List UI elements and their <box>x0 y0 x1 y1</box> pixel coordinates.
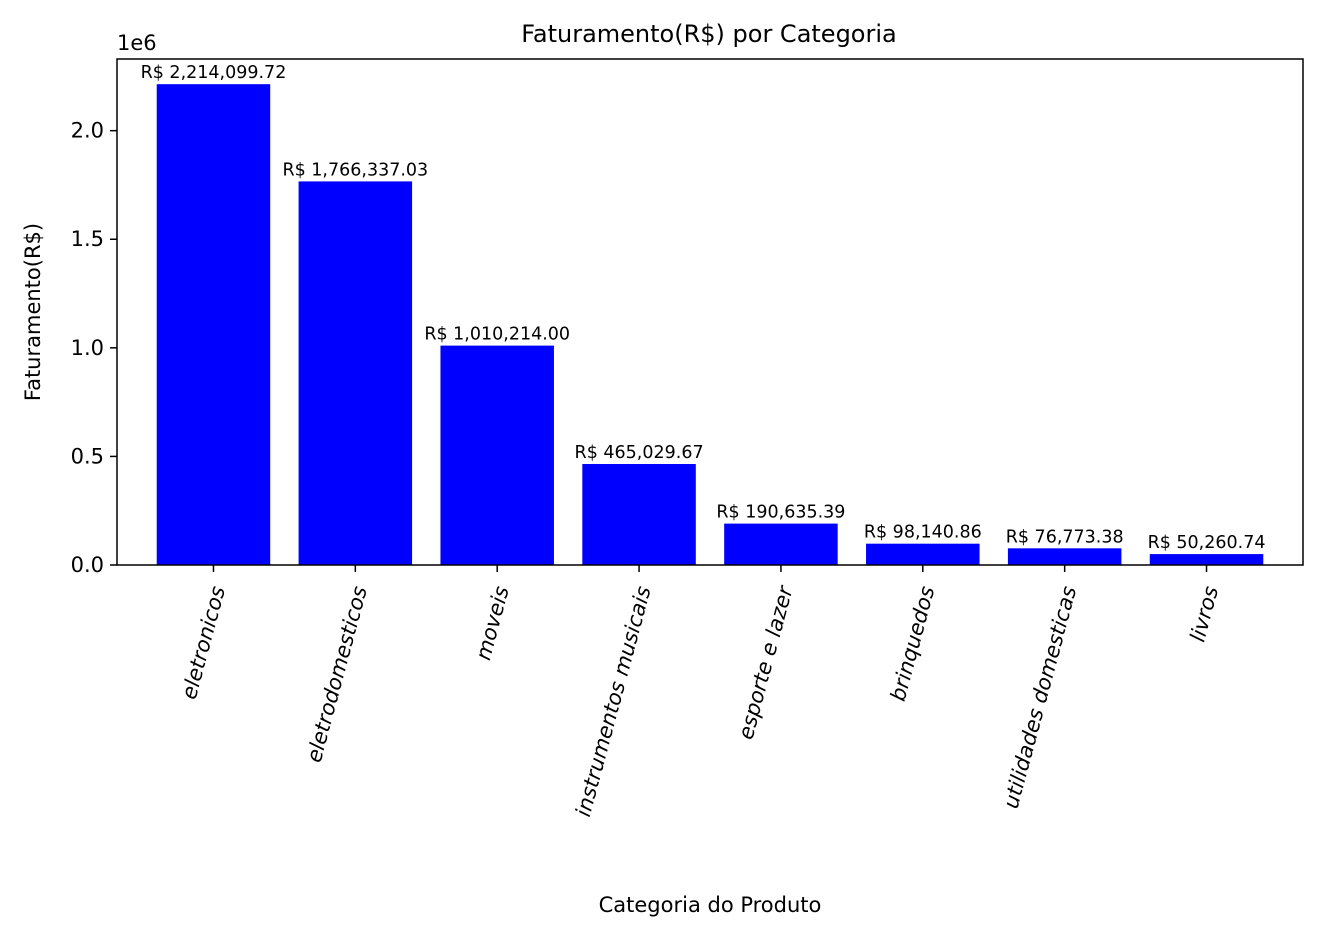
bar-esporte-e-lazer <box>724 523 838 565</box>
bars-layer <box>156 84 1264 565</box>
y-axis-title: Faturamento(R$) <box>21 223 45 401</box>
data-label: R$ 190,635.39 <box>716 503 845 523</box>
plot-frame <box>116 58 1304 566</box>
data-label: R$ 1,010,214.00 <box>424 325 570 345</box>
x-tick-label: utilidades domesticas <box>999 584 1081 811</box>
data-label: R$ 98,140.86 <box>864 523 982 543</box>
bar-moveis <box>440 345 554 565</box>
data-label: R$ 1,766,337.03 <box>282 160 428 180</box>
x-tick-label: brinquedos <box>886 584 940 704</box>
chart-title: Faturamento(R$) por Categoria <box>521 20 896 48</box>
bar-utilidades-domesticas <box>1007 548 1122 565</box>
x-tick-label: esporte e lazer <box>734 582 798 742</box>
x-tick-label: moveis <box>471 584 514 663</box>
x-tick-label: instrumentos musicais <box>571 584 656 820</box>
bar-brinquedos <box>866 543 980 565</box>
data-label: R$ 76,773.38 <box>1006 527 1124 547</box>
bar-livros <box>1149 554 1264 565</box>
y-tick-label: 2.0 <box>71 119 104 143</box>
y-axis-offset-text: 1e6 <box>117 31 157 55</box>
y-tick-label: 1.0 <box>71 336 104 360</box>
data-label: R$ 465,029.67 <box>575 443 704 463</box>
bar-instrumentos-musicais <box>582 464 696 565</box>
x-tick-label: eletronicos <box>177 584 230 702</box>
bar-eletrodomesticos <box>298 181 413 565</box>
data-label: R$ 2,214,099.72 <box>141 63 287 83</box>
y-tick-label: 0.0 <box>71 553 104 577</box>
y-tick-label: 1.5 <box>71 227 104 251</box>
data-label: R$ 50,260.74 <box>1148 533 1266 553</box>
x-tick-label: eletrodomesticos <box>302 584 372 765</box>
bar-eletronicos <box>156 84 271 565</box>
x-axis-title: Categoria do Produto <box>599 893 822 917</box>
x-tick-label: livros <box>1185 584 1223 645</box>
y-tick-label: 0.5 <box>71 444 104 468</box>
data-labels-layer: R$ 2,214,099.72 R$ 1,766,337.03 R$ 1,010,2… <box>141 63 1266 553</box>
